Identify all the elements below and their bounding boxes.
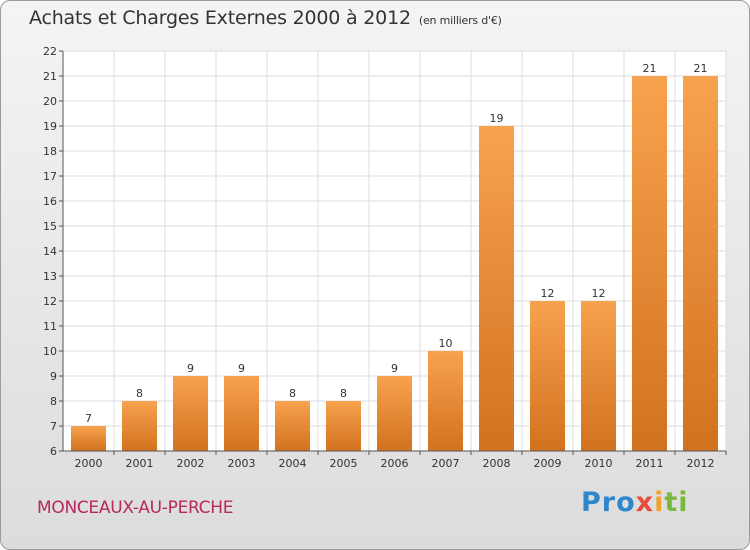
bar bbox=[275, 401, 310, 451]
bar bbox=[173, 376, 208, 451]
x-tick-labels: 2000 2001 2002 2003 2004 2005 2006 2007 2008 2009… bbox=[75, 457, 715, 470]
logo-part-4: ti bbox=[664, 487, 689, 518]
y-tick-label: 18 bbox=[43, 145, 57, 158]
data-labels: 7 8 9 9 8 8 9 10 19 12 12 21 21 bbox=[85, 62, 708, 425]
chart-subtitle: (en milliers d'€) bbox=[418, 14, 502, 27]
data-label: 21 bbox=[643, 62, 657, 75]
y-tick-label: 11 bbox=[43, 320, 57, 333]
y-tick-label: 9 bbox=[50, 370, 57, 383]
bar bbox=[71, 426, 106, 451]
chart-title: Achats et Charges Externes 2000 à 2012 (e… bbox=[29, 7, 502, 29]
commune-name: MONCEAUX-AU-PERCHE bbox=[37, 498, 234, 518]
bar bbox=[581, 301, 616, 451]
x-tick-label: 2011 bbox=[636, 457, 664, 470]
data-label: 9 bbox=[187, 362, 194, 375]
x-tick-label: 2007 bbox=[432, 457, 460, 470]
data-label: 9 bbox=[238, 362, 245, 375]
data-label: 7 bbox=[85, 412, 92, 425]
data-label: 8 bbox=[289, 387, 296, 400]
y-tick-labels: 6 7 8 9 10 11 12 13 14 15 16 17 18 19 20 21 22 bbox=[43, 45, 57, 458]
y-tick-label: 22 bbox=[43, 45, 57, 58]
x-tick-label: 2003 bbox=[228, 457, 256, 470]
logo-part-1: Pro bbox=[581, 487, 636, 518]
y-tick-label: 19 bbox=[43, 120, 57, 133]
chart-title-text: Achats et Charges Externes 2000 à 2012 bbox=[29, 7, 411, 29]
x-tick-label: 2001 bbox=[126, 457, 154, 470]
bar bbox=[377, 376, 412, 451]
y-tick-label: 8 bbox=[50, 395, 57, 408]
bar bbox=[326, 401, 361, 451]
bar bbox=[479, 126, 514, 451]
y-tick-label: 12 bbox=[43, 295, 57, 308]
data-label: 12 bbox=[541, 287, 555, 300]
y-tick-label: 20 bbox=[43, 95, 57, 108]
data-label: 8 bbox=[340, 387, 347, 400]
x-tick-label: 2009 bbox=[534, 457, 562, 470]
logo-part-2: x bbox=[635, 487, 655, 518]
data-label: 9 bbox=[391, 362, 398, 375]
x-tick-label: 2008 bbox=[483, 457, 511, 470]
y-tick-label: 6 bbox=[50, 445, 57, 458]
data-label: 21 bbox=[694, 62, 708, 75]
y-tick-label: 7 bbox=[50, 420, 57, 433]
x-tick-label: 2000 bbox=[75, 457, 103, 470]
y-tick-label: 13 bbox=[43, 270, 57, 283]
proxiti-logo: Proxiti bbox=[581, 487, 689, 518]
y-tick-label: 17 bbox=[43, 170, 57, 183]
y-tick-label: 16 bbox=[43, 195, 57, 208]
x-tick-label: 2006 bbox=[381, 457, 409, 470]
data-label: 8 bbox=[136, 387, 143, 400]
y-tick-label: 15 bbox=[43, 220, 57, 233]
x-tick-label: 2002 bbox=[177, 457, 205, 470]
axes bbox=[59, 50, 727, 455]
y-tick-label: 10 bbox=[43, 345, 57, 358]
bar bbox=[122, 401, 157, 451]
bars bbox=[71, 76, 718, 451]
bar bbox=[428, 351, 463, 451]
bar bbox=[224, 376, 259, 451]
data-label: 12 bbox=[592, 287, 606, 300]
y-tick-label: 21 bbox=[43, 70, 57, 83]
data-label: 10 bbox=[439, 337, 453, 350]
bar bbox=[530, 301, 565, 451]
x-tick-label: 2010 bbox=[585, 457, 613, 470]
y-tick-label: 14 bbox=[43, 245, 57, 258]
bar bbox=[683, 76, 718, 451]
data-label: 19 bbox=[490, 112, 504, 125]
x-tick-label: 2012 bbox=[687, 457, 715, 470]
bar bbox=[632, 76, 667, 451]
x-tick-label: 2005 bbox=[330, 457, 358, 470]
logo-part-3: i bbox=[654, 487, 665, 518]
x-tick-label: 2004 bbox=[279, 457, 307, 470]
